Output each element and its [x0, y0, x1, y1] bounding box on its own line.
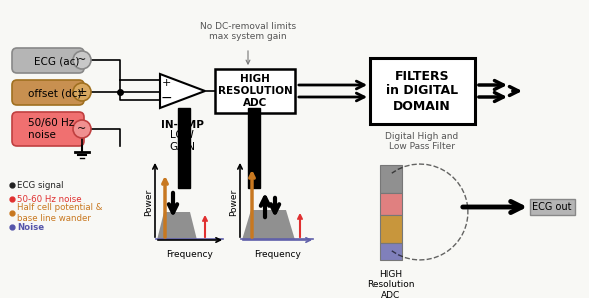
- Text: +: +: [161, 78, 171, 88]
- Bar: [370, 58, 475, 124]
- Text: IN-AMP: IN-AMP: [161, 120, 203, 130]
- Text: Half cell potential &
base line wander: Half cell potential & base line wander: [17, 203, 102, 223]
- Bar: [215, 69, 295, 113]
- Circle shape: [73, 83, 91, 101]
- Text: HIGH
Resolution
ADC: HIGH Resolution ADC: [368, 270, 415, 298]
- Bar: [380, 193, 402, 215]
- Text: Power: Power: [144, 188, 154, 216]
- Text: No DC-removal limits
max system gain: No DC-removal limits max system gain: [200, 22, 296, 41]
- Circle shape: [73, 51, 91, 69]
- Text: ECG (ac): ECG (ac): [34, 57, 80, 67]
- Text: −: −: [160, 91, 172, 105]
- Text: ECG out: ECG out: [532, 202, 572, 212]
- Text: ~: ~: [77, 55, 87, 65]
- Text: 50-60 Hz noise: 50-60 Hz noise: [17, 195, 82, 204]
- Text: ECG signal: ECG signal: [17, 181, 64, 190]
- Text: ±: ±: [77, 86, 87, 99]
- Text: Frequency: Frequency: [254, 250, 302, 259]
- Text: offset (dc): offset (dc): [28, 88, 81, 98]
- Text: Frequency: Frequency: [167, 250, 213, 259]
- FancyBboxPatch shape: [12, 48, 84, 73]
- Polygon shape: [160, 74, 205, 108]
- FancyBboxPatch shape: [12, 80, 84, 105]
- FancyBboxPatch shape: [12, 112, 84, 146]
- Polygon shape: [157, 212, 197, 240]
- Circle shape: [73, 120, 91, 138]
- Text: FILTERS
in DIGITAL
DOMAIN: FILTERS in DIGITAL DOMAIN: [386, 69, 458, 113]
- Text: Power: Power: [230, 188, 239, 216]
- Text: 50/60 Hz
noise: 50/60 Hz noise: [28, 118, 74, 140]
- Text: ~: ~: [77, 124, 87, 134]
- Text: Digital High and
Low Pass Filter: Digital High and Low Pass Filter: [385, 132, 459, 151]
- Text: LOW
GAIN: LOW GAIN: [169, 130, 195, 152]
- Polygon shape: [242, 210, 295, 240]
- Bar: [380, 165, 402, 193]
- Bar: [178, 108, 190, 188]
- Text: HIGH
RESOLUTION
ADC: HIGH RESOLUTION ADC: [217, 74, 292, 108]
- Text: Noise: Noise: [17, 223, 44, 232]
- Bar: [380, 215, 402, 243]
- Bar: [248, 108, 260, 188]
- Bar: [380, 243, 402, 260]
- Bar: [530, 199, 575, 215]
